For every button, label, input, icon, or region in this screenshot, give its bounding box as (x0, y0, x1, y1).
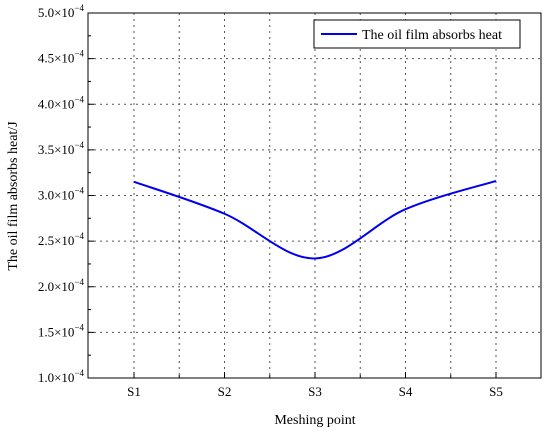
y-tick-label: 4.5×10−4 (38, 49, 85, 66)
y-tick-label: 2.5×10−4 (38, 231, 85, 248)
x-tick-label: S2 (218, 384, 232, 399)
y-tick-label: 2.0×10−4 (38, 277, 85, 294)
ticks (88, 12, 497, 379)
y-tick-labels: 1.0×10−4 1.5×10−4 2.0×10−4 2.5×10−4 3.0×10−4… (38, 3, 85, 385)
x-tick-label: S1 (127, 384, 141, 399)
y-tick-label: 3.0×10−4 (38, 186, 85, 203)
y-tick-label: 1.5×10−4 (38, 322, 85, 339)
x-tick-labels: S1 S2 S3 S4 S5 (127, 384, 503, 399)
y-tick-label: 3.5×10−4 (38, 140, 85, 157)
grid (88, 13, 541, 378)
y-axis-title: The oil film absorbs heat/J (6, 121, 21, 271)
series-line (133, 179, 497, 260)
legend-label: The oil film absorbs heat (362, 28, 502, 43)
legend: The oil film absorbs heat (313, 19, 521, 49)
x-tick-label: S5 (489, 384, 503, 399)
series-layer (133, 179, 497, 260)
y-tick-label: 5.0×10−4 (38, 3, 85, 20)
x-tick-label: S3 (308, 384, 322, 399)
x-axis-title: Meshing point (274, 413, 355, 428)
x-tick-label: S4 (399, 384, 413, 399)
y-tick-label: 4.0×10−4 (38, 94, 85, 111)
y-tick-label: 1.0×10−4 (38, 368, 85, 385)
